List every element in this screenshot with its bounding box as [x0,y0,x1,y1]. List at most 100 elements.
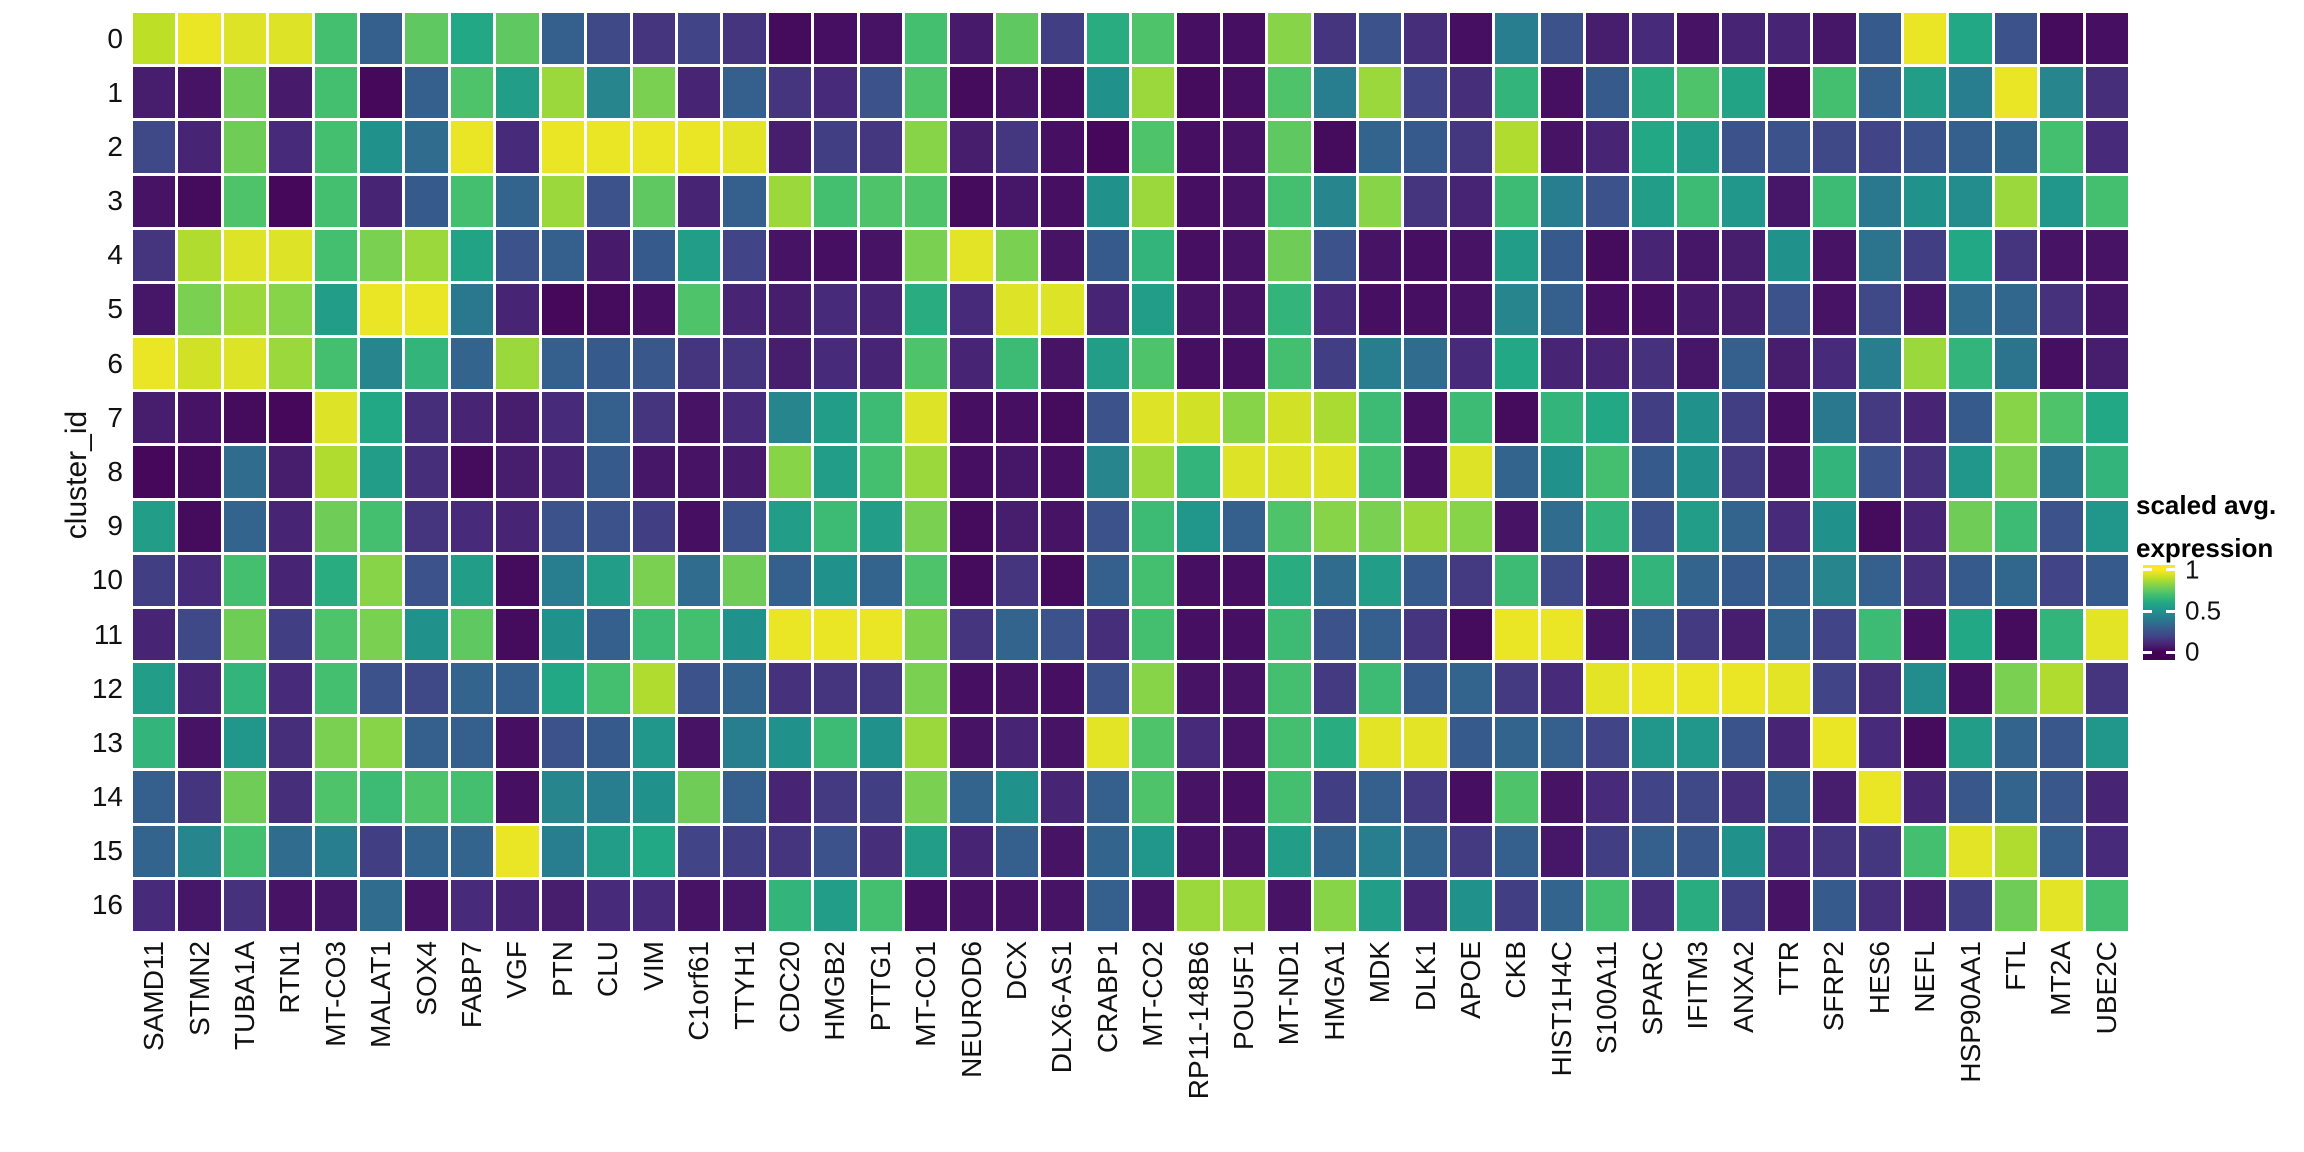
heatmap-cell [723,500,766,552]
heatmap-cell [178,13,221,65]
heatmap-cell [314,13,358,65]
heatmap-cell [1631,175,1674,227]
heatmap-cell [1404,771,1447,823]
heatmap-cell [405,825,448,877]
heatmap-cell [450,879,494,931]
heatmap-cell [223,446,267,498]
heatmap-cell [1222,825,1266,877]
heatmap-cell [450,717,494,769]
heatmap-cell [1949,554,1992,606]
heatmap-cell [1313,608,1357,661]
heatmap-cell [768,13,812,65]
heatmap-cell [950,771,993,823]
heatmap-cell [496,67,539,119]
heatmap-cell [1495,825,1538,877]
heatmap-cell [995,283,1039,336]
heatmap-cell [1359,13,1402,65]
heatmap-cell [2040,229,2083,281]
heatmap-cell [677,338,721,390]
heatmap-cell [1903,392,1947,444]
heatmap-cell [768,446,812,498]
heatmap-cell [904,554,948,606]
heatmap-cell [723,771,766,823]
heatmap-cell [632,229,675,281]
heatmap-cell [314,554,358,606]
heatmap-cell [314,338,358,390]
heatmap-cell [1722,717,1765,769]
heatmap-cell [1540,608,1584,661]
col-label: CDC20 [773,941,805,1033]
heatmap-cell [405,392,448,444]
heatmap-cell [1268,121,1311,173]
heatmap-cell [1177,338,1220,390]
heatmap-cell [814,663,857,715]
heatmap-cell [1132,67,1175,119]
heatmap-cell [541,392,585,444]
heatmap-cell [2040,771,2083,823]
heatmap-cell [859,338,902,390]
heatmap-cell [814,771,857,823]
col-label: UBE2C [2090,941,2122,1035]
heatmap-cell [405,175,448,227]
heatmap-cell [1858,825,1901,877]
heatmap-cell [1041,554,1084,606]
heatmap-cell [1086,121,1129,173]
heatmap-cell [1858,392,1901,444]
heatmap-cell [360,392,403,444]
heatmap-cell [223,825,267,877]
heatmap-cell [677,229,721,281]
col-label: C1orf61 [683,941,715,1041]
heatmap-cell [632,121,675,173]
heatmap-cell [1676,771,1720,823]
heatmap-cell [1903,825,1947,877]
heatmap-cell [1041,121,1084,173]
heatmap-cell [814,338,857,390]
heatmap-cell [223,283,267,336]
heatmap-cell [1359,771,1402,823]
heatmap-cell [133,13,176,65]
heatmap-cell [1586,771,1629,823]
heatmap-cell [1222,13,1266,65]
heatmap-cell [269,500,312,552]
heatmap-cell [2085,229,2128,281]
heatmap-cell [723,554,766,606]
heatmap-cell [1676,608,1720,661]
heatmap-cell [587,392,630,444]
legend-tick-mark [2166,650,2175,654]
heatmap-cell [859,67,902,119]
heatmap-cell [1086,392,1129,444]
heatmap-cell [2085,554,2128,606]
heatmap-cell [1177,825,1220,877]
heatmap-cell [1903,663,1947,715]
heatmap-cell [1676,554,1720,606]
heatmap-cell [859,771,902,823]
heatmap-cell [1222,121,1266,173]
heatmap-cell [133,283,176,336]
heatmap-cell [1449,825,1493,877]
heatmap-cell [1722,121,1765,173]
heatmap-cell [314,392,358,444]
heatmap-cell [1495,121,1538,173]
heatmap-cell [1449,608,1493,661]
heatmap-cell [587,879,630,931]
heatmap-cell [1041,338,1084,390]
heatmap-cell [587,500,630,552]
heatmap-cell [178,825,221,877]
heatmap-cell [723,338,766,390]
heatmap-cell [1177,121,1220,173]
heatmap-cell [1359,554,1402,606]
heatmap-cell [1949,175,1992,227]
heatmap-cell [1449,663,1493,715]
heatmap-cell [1404,175,1447,227]
heatmap-cell [405,608,448,661]
heatmap-cell [1359,446,1402,498]
heatmap-cell [1994,825,2038,877]
heatmap-cell [1540,229,1584,281]
heatmap-cell [1676,717,1720,769]
heatmap-cell [1313,825,1357,877]
heatmap-cell [1177,771,1220,823]
col-label: POU5F1 [1228,941,1260,1050]
heatmap-cell [1586,392,1629,444]
heatmap-cell [723,446,766,498]
heatmap-cell [2085,771,2128,823]
